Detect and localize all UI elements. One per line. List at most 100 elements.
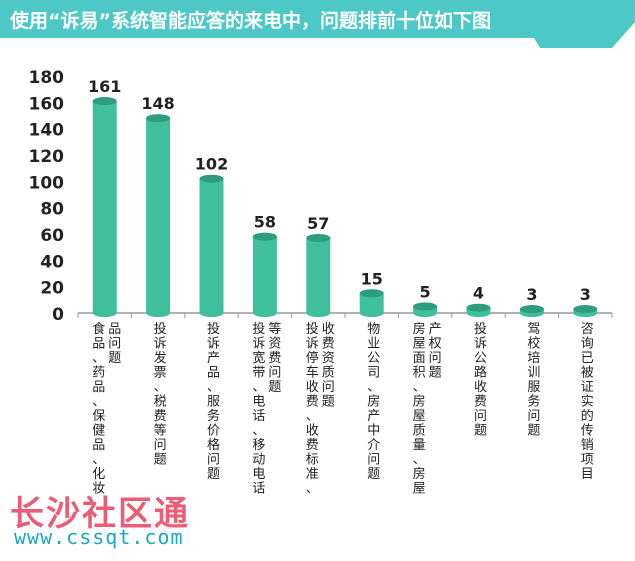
category-label: 投诉发票、税费等问题 <box>154 321 167 468</box>
category-label-char: 费 <box>154 409 167 424</box>
category-label-char: 票 <box>154 366 167 381</box>
category-label-char: 屋 <box>413 409 426 424</box>
chart-title: 使用“诉易”系统智能应答的来电中，问题排前十位如下图 <box>9 9 491 32</box>
category-label-char: 、 <box>207 380 220 395</box>
category-label-char: 、 <box>413 453 426 468</box>
bar-base <box>92 309 117 317</box>
category-label-char: 题 <box>108 351 121 366</box>
category-label-char: 实 <box>581 395 594 410</box>
category-label-char: 宽 <box>252 350 265 366</box>
category-label-char: 投 <box>207 321 220 337</box>
category-label-char: 房 <box>413 321 426 337</box>
category-label-char: 、 <box>252 380 265 395</box>
category-label-char: 题 <box>474 424 487 439</box>
category-label-char: 保 <box>92 409 105 424</box>
category-label-char: 积 <box>413 366 426 381</box>
y-tick-label: 60 <box>40 226 64 246</box>
bar <box>359 289 384 317</box>
category-label-char: 诉 <box>306 337 319 352</box>
category-label-char: 量 <box>413 438 426 453</box>
category-label-char: 品 <box>92 337 105 352</box>
category-label-char: 物 <box>367 322 380 337</box>
bar-body <box>252 236 277 313</box>
category-label-char: 等 <box>154 423 167 439</box>
y-tick-label: 0 <box>52 305 64 325</box>
category-label-char: 务 <box>207 408 220 424</box>
category-label-char: 销 <box>581 438 594 453</box>
category-label-char: 问 <box>268 366 281 381</box>
bar-top <box>306 233 331 242</box>
bar <box>92 97 117 317</box>
category-label: 投诉产品、服务价格问题 <box>207 321 220 482</box>
category-label-char: 房 <box>413 466 426 482</box>
value-labels: 161 148 102 58 57 15 5 4 3 3 <box>88 77 591 304</box>
category-label-char: 产 <box>207 351 220 366</box>
category-label-char: 药 <box>92 366 105 381</box>
y-tick-label: 140 <box>29 121 65 141</box>
category-label-char: 费 <box>268 351 281 366</box>
bars <box>92 97 598 317</box>
category-label: 投诉公路收费问题 <box>474 321 487 439</box>
category-label-char: 、 <box>92 453 105 468</box>
category-label-char: 校 <box>527 336 540 352</box>
value-label: 161 <box>88 77 121 96</box>
category-label-char: 、 <box>413 380 426 395</box>
value-label: 3 <box>580 285 591 304</box>
category-label-char: 传 <box>581 424 594 439</box>
watermark-brand: 长沙社区通 <box>10 494 190 534</box>
category-label-char: 房 <box>367 394 380 410</box>
category-label-char: 题 <box>154 453 167 468</box>
category-label-char: 题 <box>367 467 380 482</box>
category-label-char: 题 <box>527 424 540 439</box>
y-axis: 0 20 40 60 80 100 120 140 160 180 <box>29 68 65 325</box>
bar-top <box>146 114 171 123</box>
category-label-char: 发 <box>154 350 167 366</box>
y-tick-label: 180 <box>29 68 65 88</box>
bar-base <box>306 309 331 317</box>
bar-body <box>146 118 171 313</box>
category-label-char: 诉 <box>252 337 265 352</box>
category-label-char: 收 <box>322 322 335 337</box>
category-label: 食品、药品、保健品、化妆品问题 <box>92 321 121 497</box>
category-label-char: 、 <box>154 380 167 395</box>
category-label-char: 公 <box>367 351 380 366</box>
category-label: 驾校培训服务问题 <box>527 322 540 439</box>
category-label-char: 费 <box>306 438 319 453</box>
bar-base <box>199 309 224 317</box>
category-label-char: 费 <box>306 395 319 410</box>
value-label: 57 <box>307 214 329 233</box>
bar-base <box>413 309 438 317</box>
category-label-char: 收 <box>474 380 487 395</box>
category-label-char: 投 <box>474 321 487 337</box>
category-label-char: 化 <box>92 467 105 482</box>
bar-top <box>413 302 438 311</box>
category-label-char: 质 <box>413 424 426 439</box>
category-label-char: 目 <box>581 467 594 482</box>
category-label-char: 中 <box>367 424 380 439</box>
category-label-char: 问 <box>154 438 167 453</box>
category-label-char: 驾 <box>527 322 540 337</box>
category-label-char: 路 <box>474 365 487 381</box>
category-label-char: 房 <box>413 394 426 410</box>
category-label-char: 移 <box>252 438 265 453</box>
bar <box>146 114 171 317</box>
y-tick-label: 80 <box>40 200 64 220</box>
category-label-char: 服 <box>527 380 540 395</box>
category-label-char: 准 <box>306 467 319 482</box>
y-tick-label: 20 <box>40 279 64 299</box>
category-label-char: 标 <box>306 453 319 468</box>
category-label-char: 问 <box>429 351 442 366</box>
watermark-url: www.cssqt.com <box>14 525 184 549</box>
category-label-char: 品 <box>92 380 105 395</box>
category-label-char: 车 <box>306 365 319 381</box>
category-label-char: 健 <box>92 424 105 439</box>
category-label-char: 品 <box>207 366 220 381</box>
category-labels: 食品、药品、保健品、化妆品问题投诉发票、税费等问题投诉产品、服务价格问题投诉宽带… <box>92 321 594 497</box>
category-label-char: 动 <box>252 453 265 468</box>
category-label-char: 、 <box>367 380 380 395</box>
bar <box>199 174 224 317</box>
bar-base <box>146 309 171 317</box>
category-label-char: 食 <box>92 321 105 337</box>
bar-top <box>519 305 544 314</box>
category-label-char: 资 <box>268 337 281 352</box>
